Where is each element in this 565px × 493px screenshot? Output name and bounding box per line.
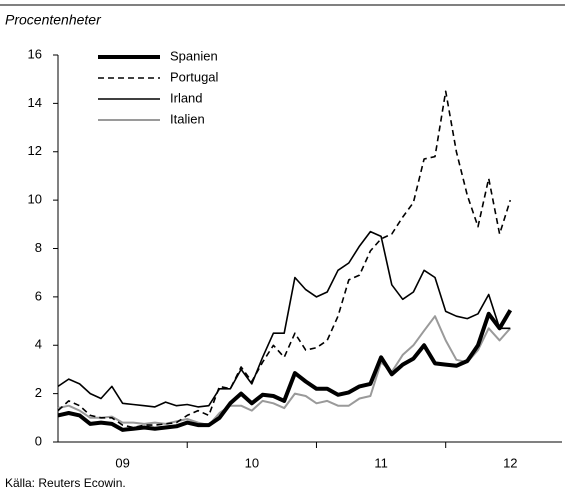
legend-label: Spanien <box>170 48 218 63</box>
x-tick-label: 09 <box>115 455 129 470</box>
legend-label: Irland <box>170 90 203 105</box>
y-tick-label: 14 <box>28 95 42 110</box>
y-tick-label: 8 <box>35 240 42 255</box>
chart-subtitle: Procentenheter <box>5 12 102 28</box>
legend-label: Italien <box>170 111 205 126</box>
x-tick-label: 10 <box>245 455 259 470</box>
x-tick-label: 11 <box>374 455 388 470</box>
y-tick-label: 6 <box>35 288 42 303</box>
y-tick-label: 2 <box>35 385 42 400</box>
y-tick-label: 0 <box>35 433 42 448</box>
series-line <box>57 230 511 408</box>
series-line <box>57 309 513 432</box>
y-tick-label: 12 <box>28 143 42 158</box>
y-tick-label: 16 <box>28 46 42 61</box>
legend-label: Portugal <box>170 69 219 84</box>
x-tick-label: 12 <box>503 455 517 470</box>
source: Källa: Reuters Ecowin. <box>5 476 126 490</box>
y-tick-label: 4 <box>35 337 42 352</box>
series-line <box>57 315 512 427</box>
y-tick-label: 10 <box>28 192 42 207</box>
series-line <box>57 90 512 429</box>
